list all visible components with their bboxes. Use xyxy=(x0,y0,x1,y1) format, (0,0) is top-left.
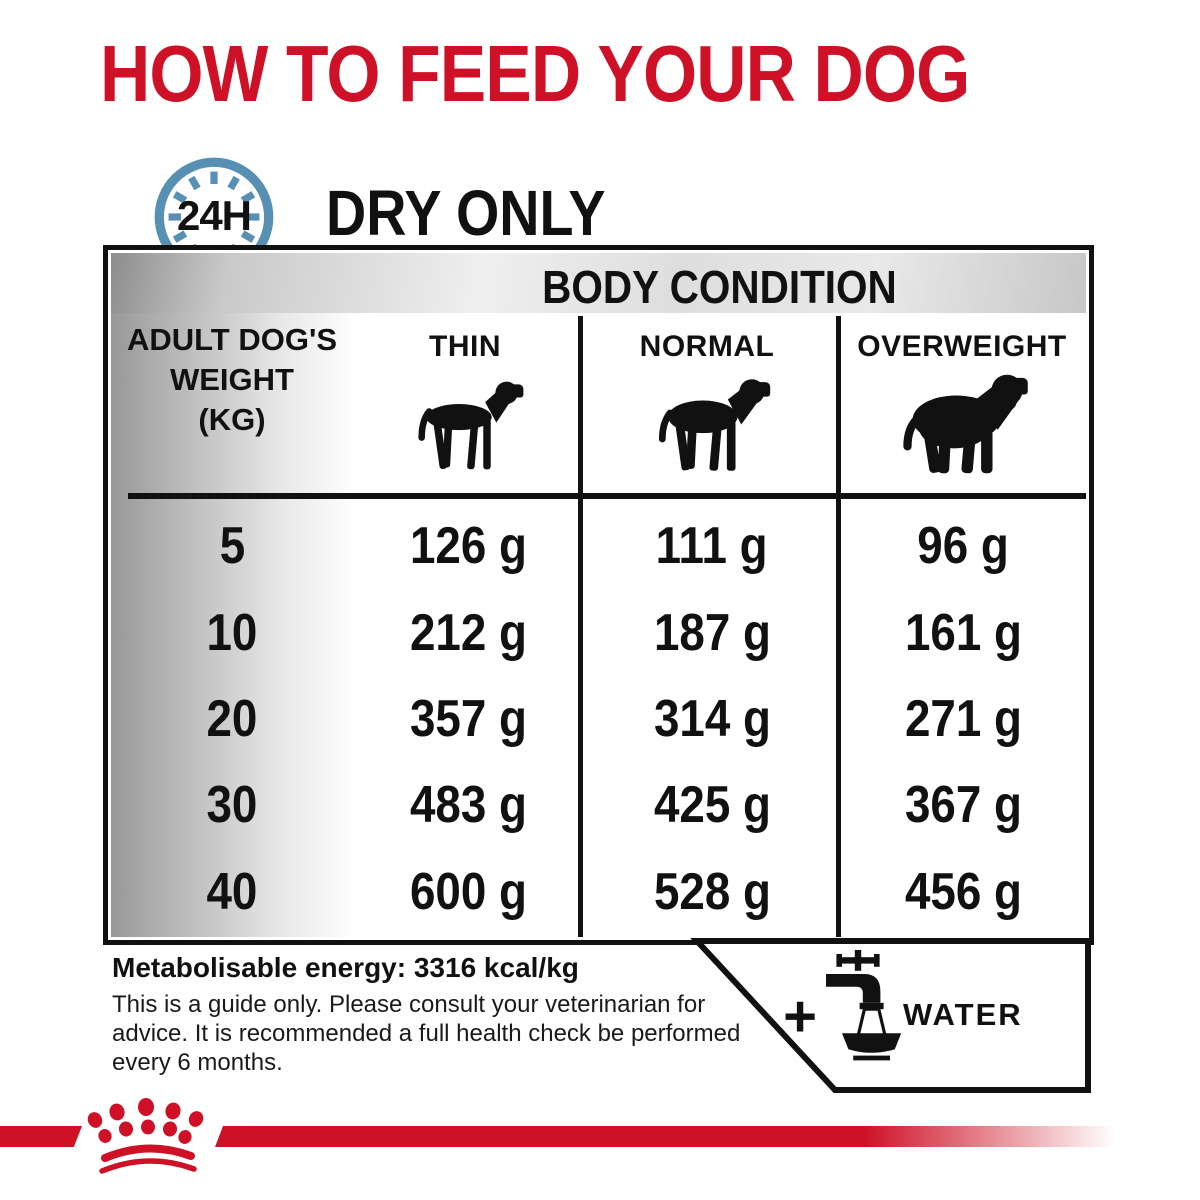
ration-overweight: 96 g xyxy=(917,517,1010,576)
weight-column-header: ADULT DOG'S WEIGHT (KG) xyxy=(126,322,337,437)
column-header-thin: THIN xyxy=(429,330,501,363)
feeding-table: BODY CONDITION ADULT DOG'S WEIGHT (KG) T… xyxy=(103,245,1094,945)
weight-value: 20 xyxy=(206,689,258,748)
ration-overweight: 271 g xyxy=(904,689,1023,748)
thin-dog-icon xyxy=(418,381,524,470)
ration-normal: 528 g xyxy=(653,862,771,921)
ration-thin: 126 g xyxy=(409,517,527,576)
brand-ribbon-left xyxy=(0,1126,82,1147)
column-header-overweight: OVERWEIGHT xyxy=(857,330,1067,363)
water-label: WATER xyxy=(903,997,1023,1032)
guide-note: This is a guide only. Please consult you… xyxy=(112,991,741,1076)
ration-overweight: 161 g xyxy=(904,603,1023,662)
brand-ribbon-right xyxy=(215,1126,1115,1147)
feeding-mode-label: DRY ONLY xyxy=(326,177,606,249)
column-header-normal: NORMAL xyxy=(639,330,775,363)
ration-normal: 111 g xyxy=(656,517,768,576)
metabolisable-energy: Metabolisable energy: 3316 kcal/kg xyxy=(112,952,579,983)
ration-overweight: 367 g xyxy=(904,776,1023,835)
weight-value: 30 xyxy=(206,776,258,835)
ration-thin: 212 g xyxy=(409,603,527,662)
ration-thin: 357 g xyxy=(409,689,527,748)
plus-sign: + xyxy=(783,984,817,1049)
weight-value: 40 xyxy=(206,862,258,921)
page-title: HOW TO FEED YOUR DOG xyxy=(100,29,970,118)
body-condition-header: BODY CONDITION xyxy=(542,261,897,313)
ration-normal: 314 g xyxy=(653,689,771,748)
column-divider xyxy=(836,316,841,937)
ration-normal: 187 g xyxy=(653,603,771,662)
ration-overweight: 456 g xyxy=(904,862,1023,921)
water-panel xyxy=(690,938,1091,1093)
header-divider-line xyxy=(128,493,1086,499)
column-divider xyxy=(578,316,583,937)
weight-value: 5 xyxy=(219,517,245,576)
weight-column-background xyxy=(111,313,353,937)
weight-value: 10 xyxy=(206,603,258,662)
clock-24h-label: 24H xyxy=(176,192,252,239)
normal-dog-icon xyxy=(658,379,771,471)
ration-normal: 425 g xyxy=(653,776,771,835)
ration-thin: 483 g xyxy=(409,776,527,835)
overweight-dog-icon xyxy=(903,374,1028,474)
crown-paw-logo xyxy=(87,1098,204,1174)
ration-rows: 5 126 g 111 g 96 g 10 212 g 187 g 161 g … xyxy=(111,503,1086,935)
body-condition-band xyxy=(111,253,1086,313)
water-faucet-bowl-icon xyxy=(826,950,902,1061)
ration-thin: 600 g xyxy=(409,862,527,921)
